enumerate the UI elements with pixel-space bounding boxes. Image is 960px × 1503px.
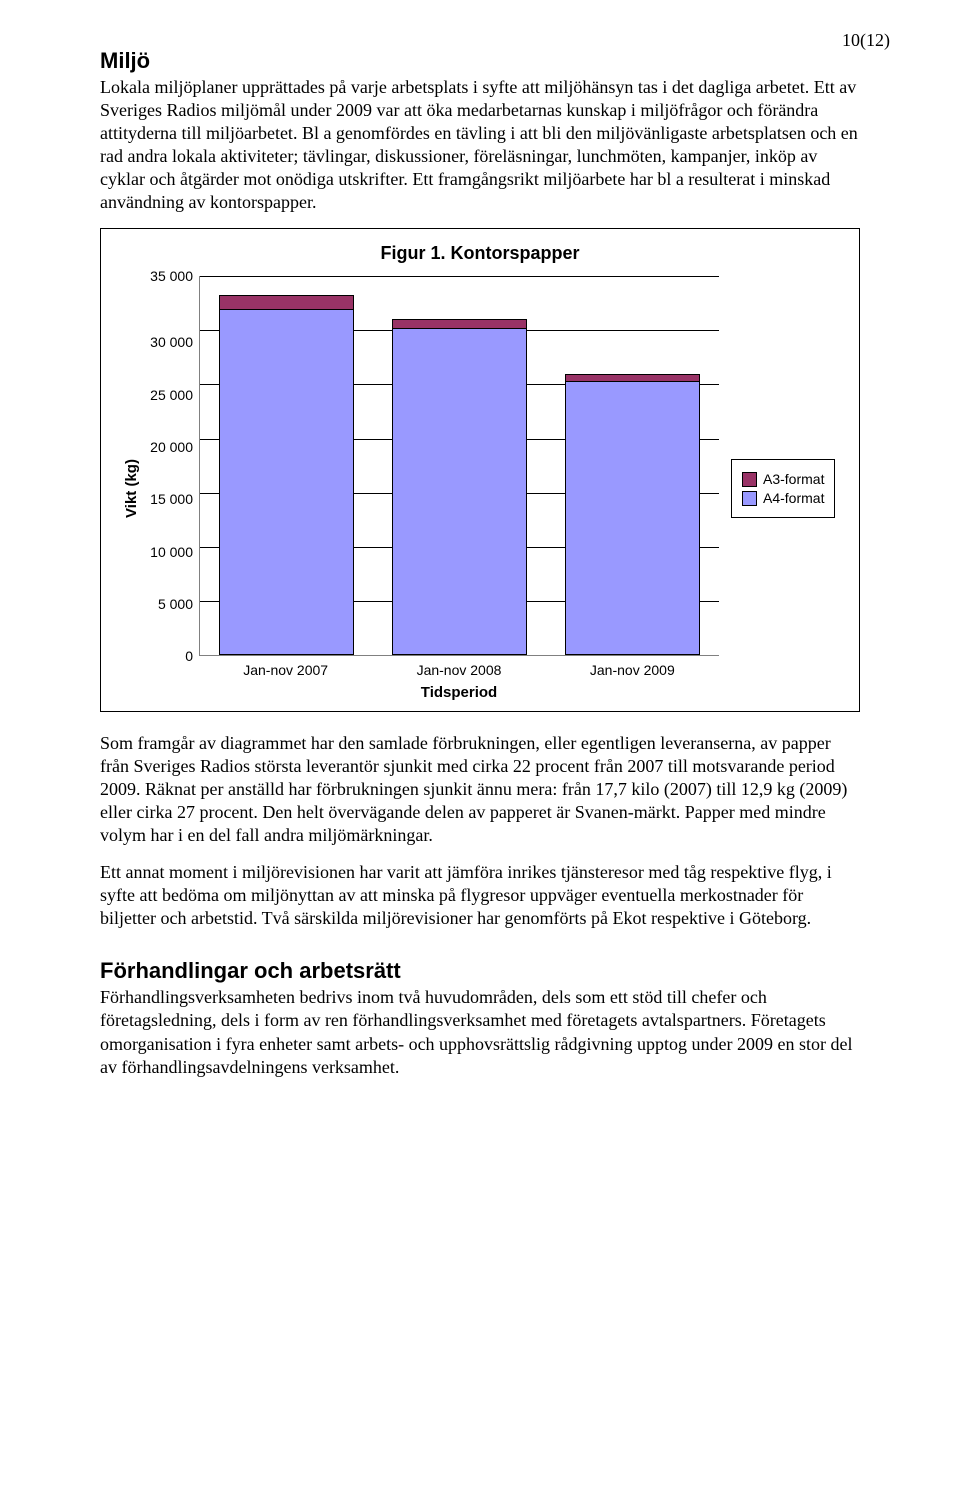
chart-kontorspapper: Figur 1. Kontorspapper Vikt (kg) 35 000 3… — [100, 228, 860, 712]
chart-bars — [200, 276, 719, 655]
chart-ytick: 0 — [185, 649, 193, 663]
chart-bar-segment-a3 — [219, 295, 354, 309]
chart-xtick: Jan-nov 2008 — [417, 662, 502, 678]
chart-legend-item: A4-format — [742, 490, 824, 506]
paragraph-miljo: Lokala miljöplaner upprättades på varje … — [100, 76, 860, 214]
chart-ytick: 5 000 — [158, 597, 193, 611]
chart-bar — [219, 276, 354, 655]
chart-bar-segment-a4 — [392, 328, 527, 655]
chart-xtick: Jan-nov 2007 — [243, 662, 328, 678]
chart-legend-swatch — [742, 491, 757, 506]
chart-xticks: Jan-nov 2007 Jan-nov 2008 Jan-nov 2009 — [199, 656, 719, 678]
chart-legend-item: A3-format — [742, 471, 824, 487]
chart-ytick: 15 000 — [150, 492, 193, 506]
chart-bar-segment-a4 — [565, 381, 700, 655]
chart-ylabel: Vikt (kg) — [123, 459, 140, 518]
chart-ytick: 25 000 — [150, 388, 193, 402]
chart-plot-col: 35 00030 00025 00020 00015 00010 0005 00… — [143, 276, 719, 701]
chart-plot-area: 35 00030 00025 00020 00015 00010 0005 00… — [143, 276, 719, 656]
chart-bar-segment-a3 — [565, 374, 700, 381]
paragraph-3: Ett annat moment i miljörevisionen har v… — [100, 861, 860, 930]
chart-bar — [392, 276, 527, 655]
chart-bar — [565, 276, 700, 655]
chart-bars-wrap — [199, 276, 719, 656]
chart-title: Figur 1. Kontorspapper — [119, 243, 841, 264]
chart-ylabel-wrap: Vikt (kg) — [119, 276, 143, 701]
paragraph-2: Som framgår av diagrammet har den samlad… — [100, 732, 860, 847]
heading-forhandlingar: Förhandlingar och arbetsrätt — [100, 958, 860, 984]
page: 10(12) Miljö Lokala miljöplaner upprätta… — [0, 0, 960, 1503]
chart-bar-segment-a3 — [392, 319, 527, 329]
chart-ytick: 20 000 — [150, 440, 193, 454]
chart-xtick: Jan-nov 2009 — [590, 662, 675, 678]
chart-ytick: 35 000 — [150, 269, 193, 283]
page-number: 10(12) — [842, 30, 890, 51]
chart-body: Vikt (kg) 35 00030 00025 00020 00015 000… — [119, 276, 841, 701]
chart-bar-segment-a4 — [219, 309, 354, 655]
chart-legend-box: A3-format A4-format — [731, 459, 835, 518]
chart-legend-label: A3-format — [763, 471, 824, 487]
chart-ytick: 30 000 — [150, 335, 193, 349]
chart-legend-label: A4-format — [763, 490, 824, 506]
chart-ytick: 10 000 — [150, 545, 193, 559]
chart-yticks: 35 00030 00025 00020 00015 00010 0005 00… — [143, 276, 199, 656]
heading-miljo: Miljö — [100, 48, 860, 74]
chart-legend-swatch — [742, 472, 757, 487]
chart-legend: A3-format A4-format — [719, 276, 841, 701]
paragraph-forhandlingar: Förhandlingsverksamheten bedrivs inom tv… — [100, 986, 860, 1078]
chart-xlabel: Tidsperiod — [199, 684, 719, 701]
